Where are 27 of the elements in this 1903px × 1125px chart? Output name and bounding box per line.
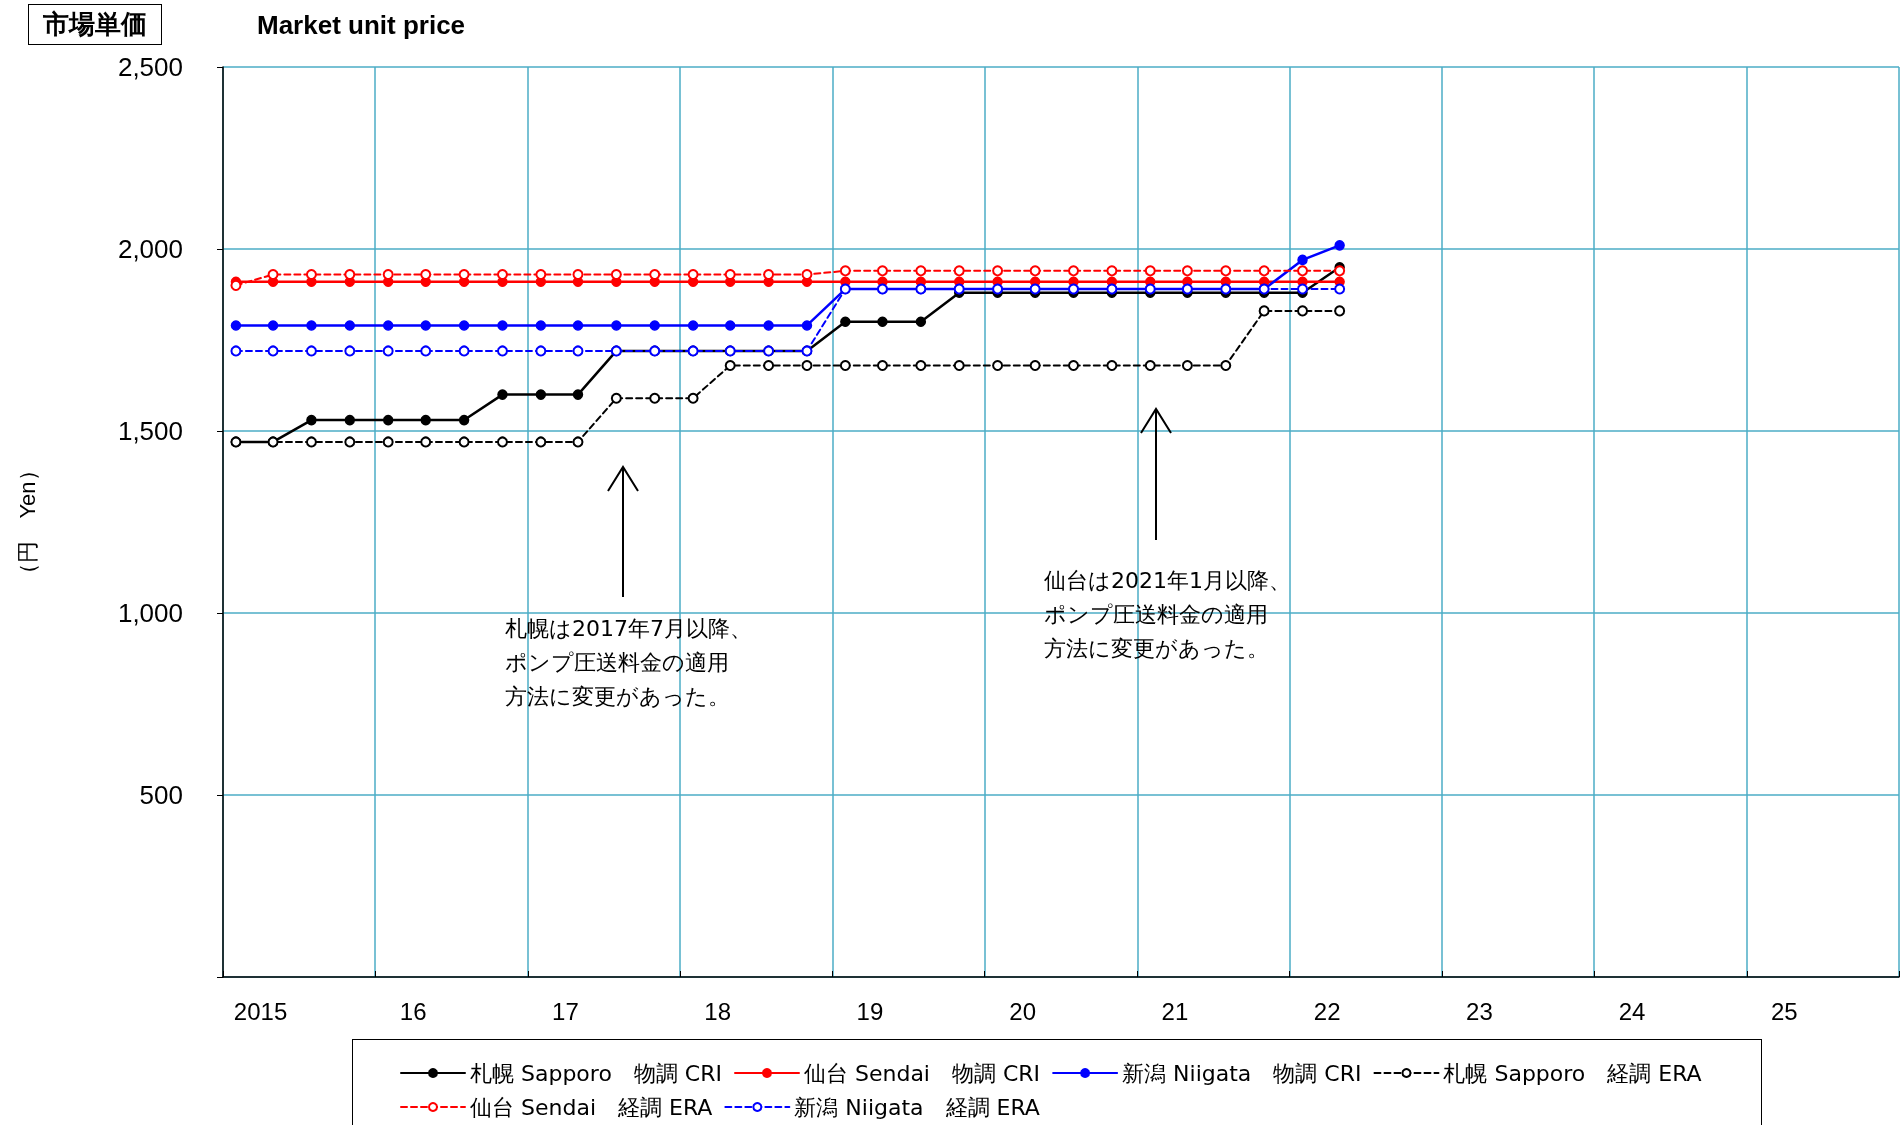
y-axis-title: （円 Yen） xyxy=(14,459,40,585)
y-tick-label: 500 xyxy=(139,780,183,810)
x-tick-label: 17 xyxy=(552,997,579,1025)
x-tick-label: 16 xyxy=(399,997,427,1025)
y-tick-label: 2,000 xyxy=(117,234,183,264)
x-tick-label: 19 xyxy=(856,997,884,1025)
y-tick-label: 2,500 xyxy=(117,52,183,82)
annotation: 仙台は2021年1月以降、ポンプ圧送料金の適用方法に変更があった。 xyxy=(1044,567,1291,663)
legend-label: 札幌 Sapporo 物調 CRI xyxy=(470,1060,722,1086)
x-tick-label: 21 xyxy=(1161,997,1189,1025)
x-tick-label: 23 xyxy=(1466,997,1493,1025)
annotation: 札幌は2017年7月以降、ポンプ圧送料金の適用方法に変更があった。 xyxy=(505,615,752,711)
legend-label: 新潟 Niigata 経調 ERA xyxy=(794,1094,1040,1120)
legend-label: 札幌 Sapporo 経調 ERA xyxy=(1443,1060,1702,1086)
x-tick-label: 2015 xyxy=(233,997,288,1025)
y-tick-label: 1,500 xyxy=(117,416,183,446)
y-tick-label: 1,000 xyxy=(117,598,183,628)
x-tick-label: 22 xyxy=(1313,997,1341,1025)
chart-title: 市場単価 xyxy=(28,4,162,45)
x-tick-label: 18 xyxy=(704,997,732,1025)
chart-subtitle: Market unit price xyxy=(257,10,466,41)
legend-label: 仙台 Sendai 物調 CRI xyxy=(803,1060,1041,1086)
x-tick-label: 25 xyxy=(1770,997,1798,1025)
legend-label: 新潟 Niigata 物調 CRI xyxy=(1122,1060,1362,1086)
legend-label: 仙台 Sendai 経調 ERA xyxy=(470,1094,713,1120)
x-tick-label: 24 xyxy=(1618,997,1646,1025)
x-tick-label: 20 xyxy=(1009,997,1036,1025)
